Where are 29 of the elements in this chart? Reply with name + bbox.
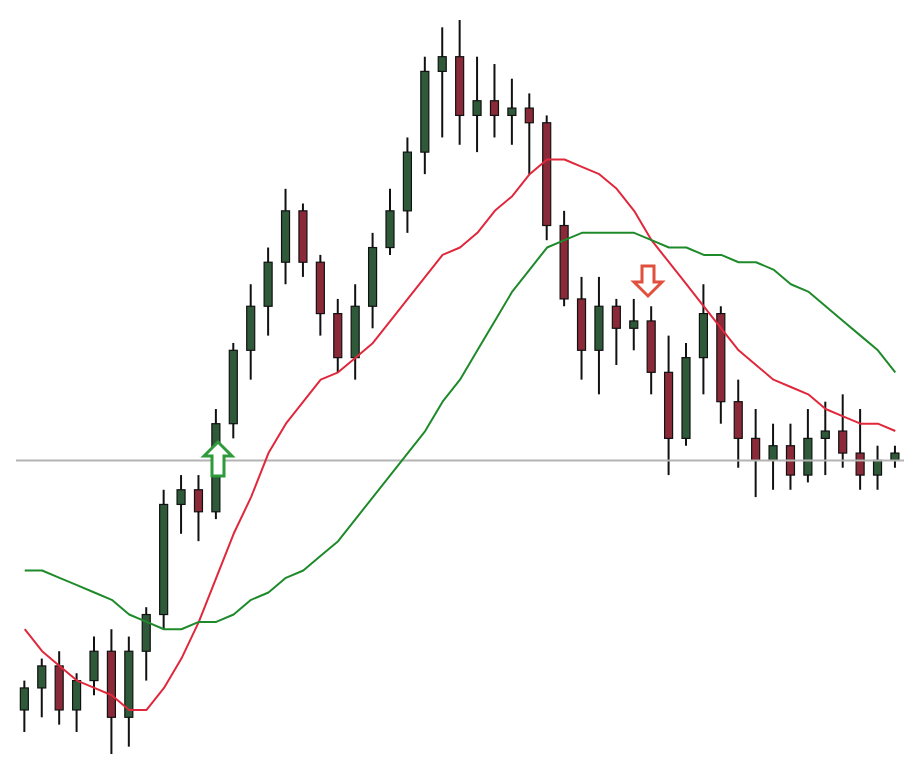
candlestick xyxy=(507,77,517,146)
candlestick xyxy=(263,246,273,337)
candlestick xyxy=(193,474,204,543)
candlestick xyxy=(733,378,743,469)
candlestick xyxy=(141,606,151,682)
candlestick xyxy=(71,672,82,733)
candlestick xyxy=(246,283,256,381)
candlestick xyxy=(803,408,813,484)
candlestick xyxy=(437,26,447,139)
candlestick xyxy=(489,63,500,139)
candlestick xyxy=(524,92,534,176)
candlestick xyxy=(385,187,395,256)
candlestick xyxy=(785,422,796,491)
candlestick xyxy=(838,393,848,469)
candlestick xyxy=(333,297,343,374)
candlestick xyxy=(19,679,29,733)
candlestick xyxy=(89,635,99,697)
candlestick xyxy=(594,275,604,396)
candlestick xyxy=(872,444,883,491)
candlestick xyxy=(37,657,47,719)
candlestick xyxy=(629,297,639,352)
candlestick xyxy=(611,297,621,366)
candlestick xyxy=(855,408,865,491)
candlestick xyxy=(820,400,830,477)
candlestick xyxy=(176,474,186,535)
candlestick xyxy=(54,650,64,726)
candlestick xyxy=(472,55,482,154)
candlestick xyxy=(768,422,778,491)
candlestick xyxy=(698,283,709,396)
